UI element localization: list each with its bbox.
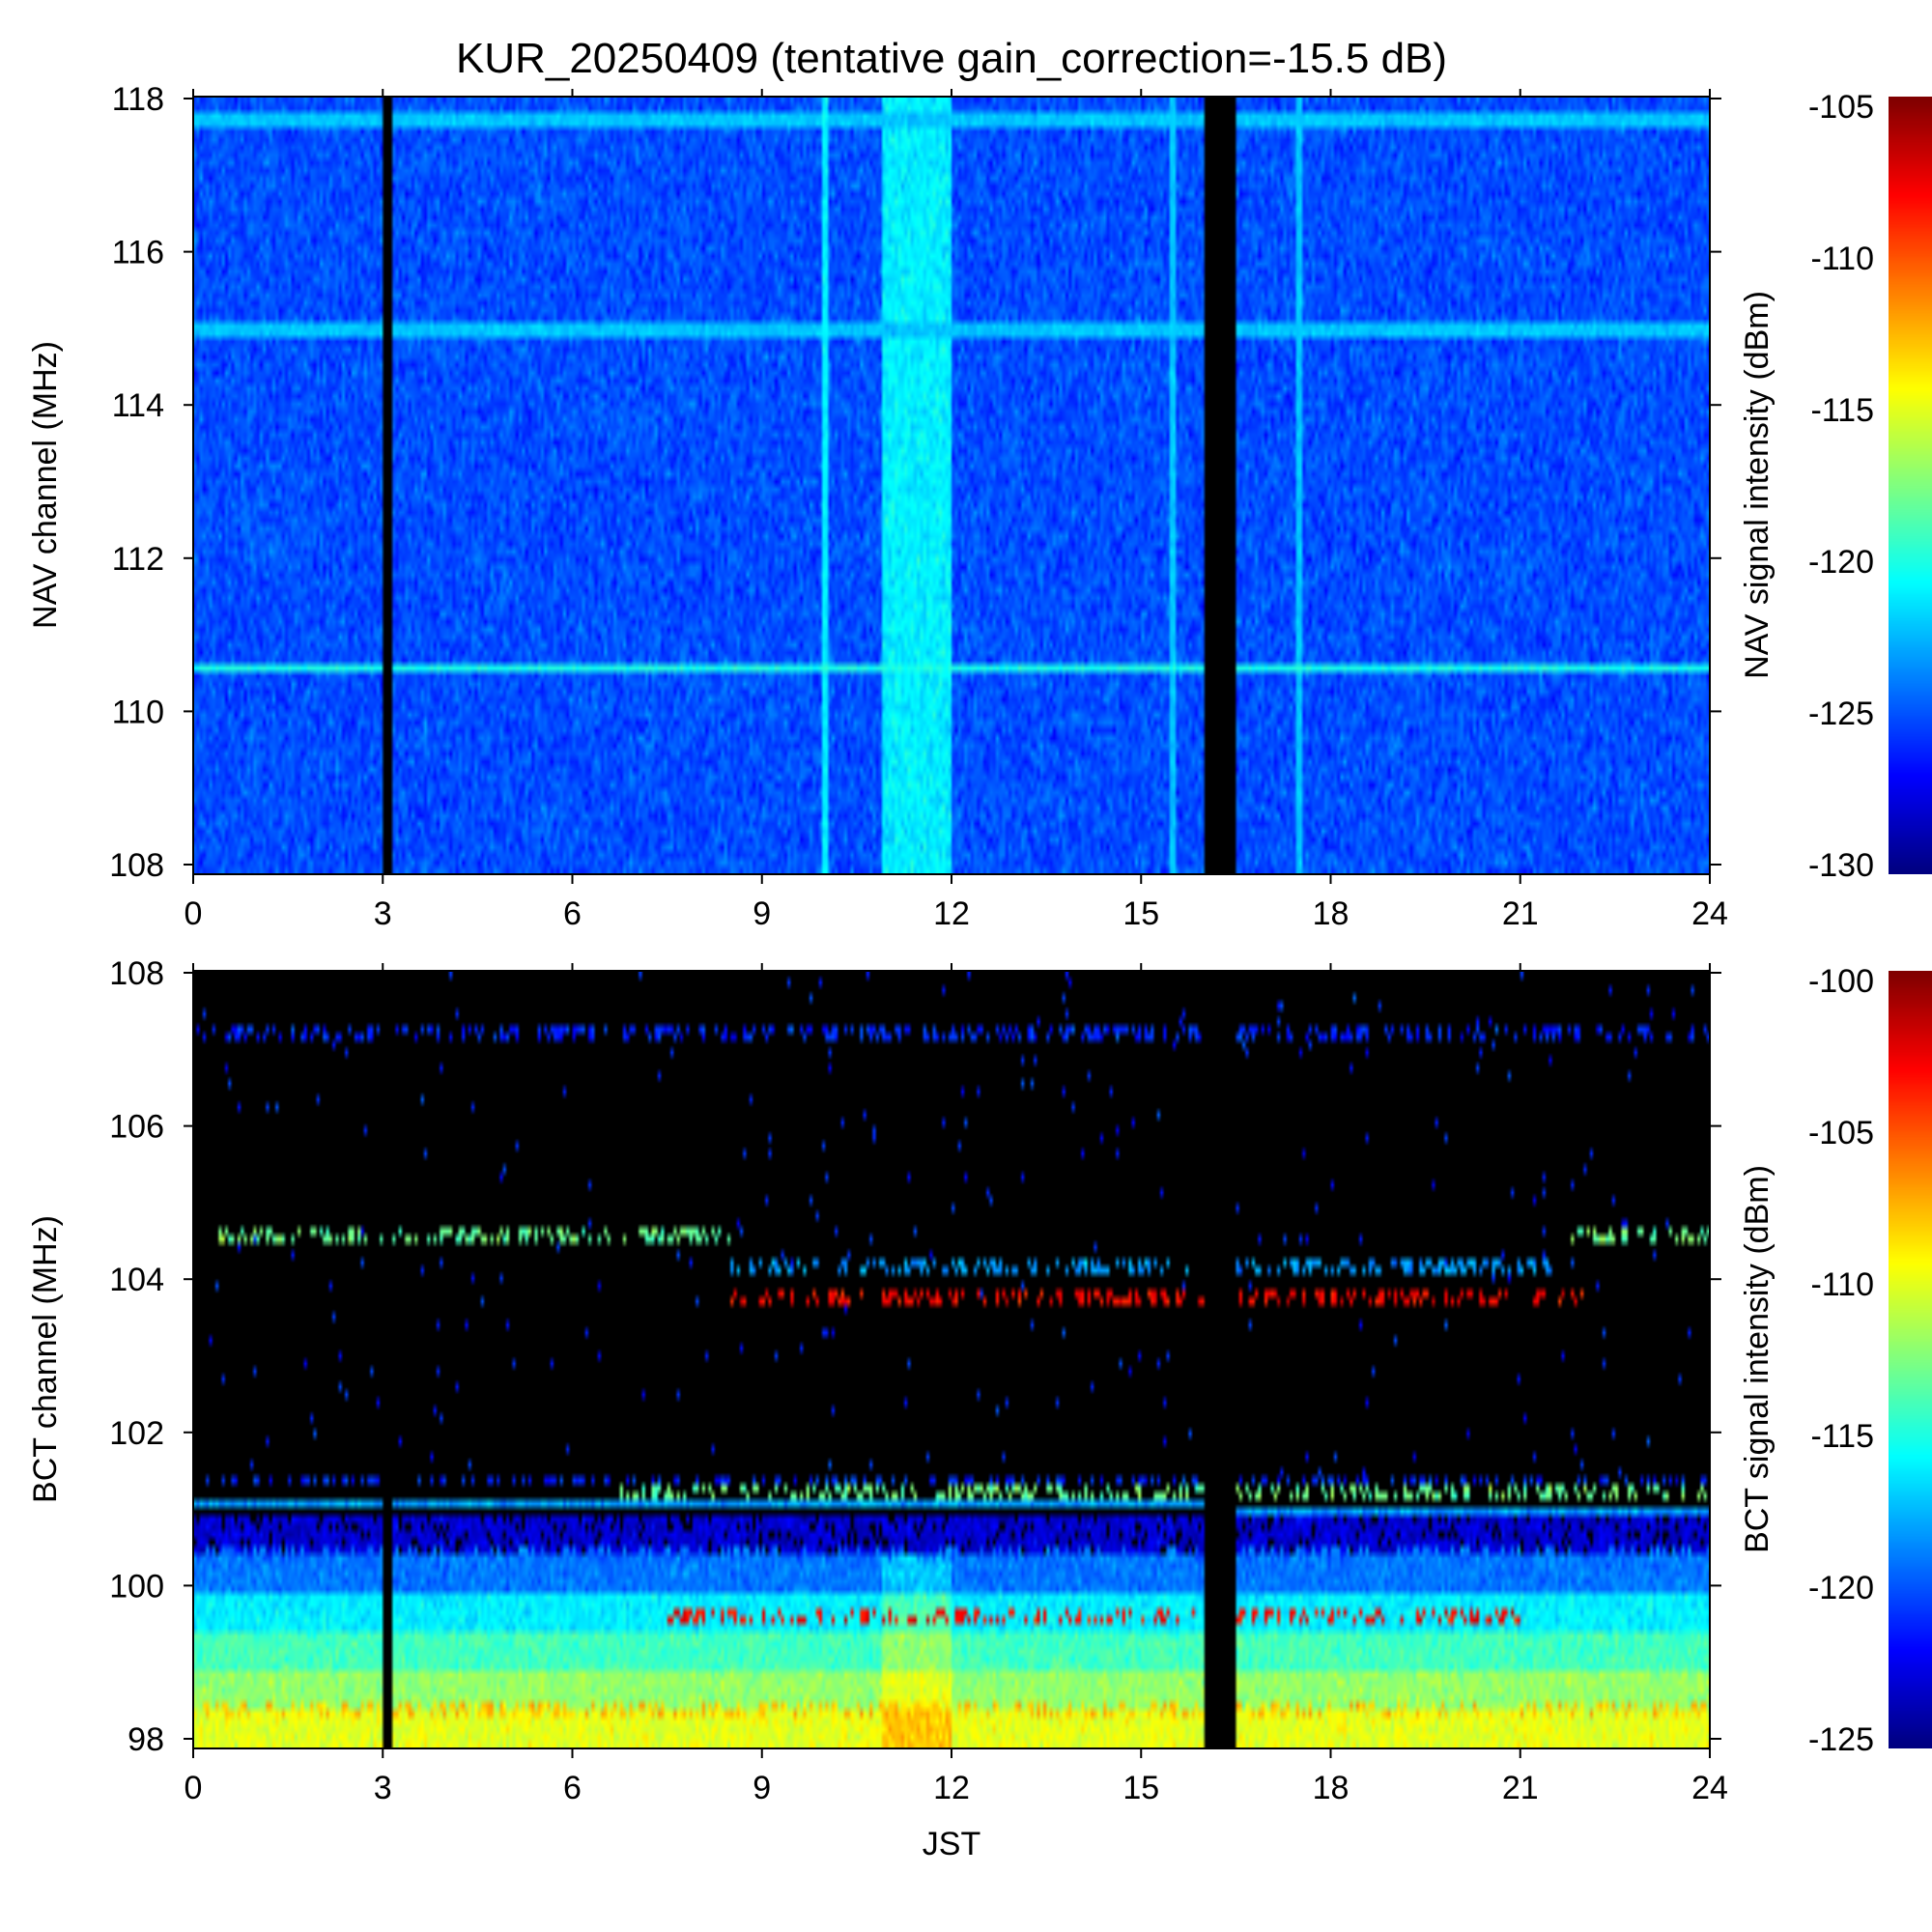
nav-x-tick-label: 9 — [753, 895, 771, 932]
bct-colorbar-tick-label: -110 — [1810, 1266, 1874, 1303]
bct-colorbar-label: BCT signal intensity (dBm) — [1739, 1165, 1776, 1553]
bct-y-tick-label: 104 — [109, 1262, 164, 1298]
bct-colorbar-tick-label: -120 — [1808, 1570, 1874, 1606]
nav-x-tick-label: 15 — [1122, 895, 1159, 932]
bct-colorbar-ticks: -100 -105 -110 -115 -120 -125 — [1808, 963, 1874, 1758]
bct-heatmap — [193, 971, 1710, 1748]
bct-x-tick-label: 21 — [1502, 1770, 1539, 1806]
bct-y-axis-label: BCT channel (MHz) — [27, 1215, 64, 1503]
bct-x-tick-label: 18 — [1313, 1770, 1350, 1806]
nav-y-tick-label: 116 — [112, 235, 164, 271]
nav-panel: 0 3 6 9 12 15 18 21 24 108 110 112 114 116 118 NAV cha… — [27, 81, 1932, 932]
nav-x-tick-label: 21 — [1502, 895, 1539, 932]
bct-colorbar-tick-label: -105 — [1808, 1115, 1874, 1151]
bct-x-tick-label: 9 — [753, 1770, 771, 1806]
nav-x-tick-label: 12 — [933, 895, 970, 932]
bct-colorbar-tick-label: -115 — [1810, 1418, 1874, 1455]
nav-colorbar — [1889, 97, 1932, 874]
bct-x-tick-label: 15 — [1122, 1770, 1159, 1806]
nav-x-tick-label: 3 — [374, 895, 392, 932]
nav-y-tick-label: 114 — [112, 387, 164, 424]
bct-colorbar-tick-label: -125 — [1808, 1721, 1874, 1758]
bct-colorbar — [1889, 971, 1932, 1748]
nav-x-tick-label: 24 — [1691, 895, 1728, 932]
bct-x-tick-label: 6 — [563, 1770, 582, 1806]
nav-colorbar-ticks: -105 -110 -115 -120 -125 -130 — [1808, 89, 1874, 884]
bct-y-tick-label: 106 — [109, 1109, 164, 1146]
bct-panel: 0 3 6 9 12 15 18 21 24 98 100 102 104 106 108 BCT chan… — [27, 955, 1932, 1862]
nav-colorbar-tick-label: -130 — [1808, 847, 1874, 884]
nav-x-tick-label: 18 — [1313, 895, 1350, 932]
nav-y-tick-label: 118 — [112, 81, 164, 118]
nav-colorbar-tick-label: -120 — [1808, 544, 1874, 581]
bct-y-tick-label: 98 — [128, 1721, 164, 1758]
nav-colorbar-tick-label: -110 — [1810, 241, 1874, 277]
nav-y-axis-label: NAV channel (MHz) — [27, 341, 64, 629]
nav-x-tick-label: 6 — [563, 895, 582, 932]
nav-axis-ticks: 0 3 6 9 12 15 18 21 24 108 110 112 114 116 118 — [109, 81, 1728, 932]
bct-y-tick-label: 108 — [109, 955, 164, 992]
nav-heatmap — [193, 97, 1710, 874]
nav-colorbar-tick-label: -125 — [1808, 696, 1874, 732]
bct-x-tick-label: 12 — [933, 1770, 970, 1806]
nav-colorbar-label: NAV signal intensity (dBm) — [1739, 291, 1776, 679]
nav-colorbar-tick-label: -105 — [1808, 89, 1874, 126]
nav-colorbar-tick-label: -115 — [1810, 392, 1874, 429]
chart-title: KUR_20250409 (tentative gain_correction=… — [456, 35, 1447, 82]
bct-x-tick-label: 3 — [374, 1770, 392, 1806]
bct-colorbar-tick-label: -100 — [1808, 963, 1874, 1000]
nav-x-tick-label: 0 — [185, 895, 203, 932]
bct-x-tick-label: 0 — [185, 1770, 203, 1806]
nav-y-tick-label: 112 — [112, 541, 164, 578]
bct-x-tick-label: 24 — [1691, 1770, 1728, 1806]
bct-y-tick-label: 102 — [109, 1415, 164, 1452]
bct-axis-ticks: 0 3 6 9 12 15 18 21 24 98 100 102 104 106 108 — [109, 955, 1728, 1806]
x-axis-label: JST — [923, 1826, 980, 1862]
bct-y-tick-label: 100 — [109, 1568, 164, 1605]
nav-y-tick-label: 110 — [112, 694, 164, 730]
nav-y-tick-label: 108 — [109, 847, 164, 884]
